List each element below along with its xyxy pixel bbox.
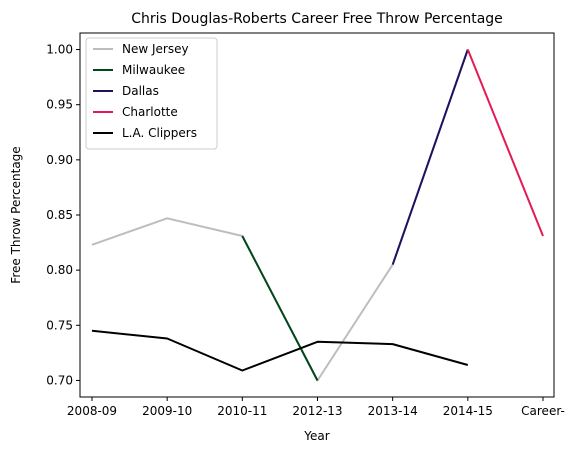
- x-tick-label: 2008-09: [67, 404, 117, 418]
- x-axis: 2008-09 2009-10 2010-11 2012-13 2013-14 2014-…: [67, 397, 565, 418]
- series-line-milwaukee: [241, 235, 319, 381]
- x-tick-label: 2010-11: [217, 404, 267, 418]
- chart-title: Chris Douglas-Roberts Career Free Throw …: [131, 11, 503, 27]
- y-tick-label: 1.00: [46, 43, 73, 57]
- y-tick-label: 0.90: [46, 153, 73, 167]
- x-axis-label: Year: [303, 429, 329, 443]
- y-tick-label: 0.75: [46, 318, 73, 332]
- x-tick-label: 2012-13: [292, 404, 342, 418]
- plot-frame: [79, 32, 555, 398]
- series-line-l-a-clippers: [91, 329, 469, 372]
- x-tick-label: 2013-14: [368, 404, 418, 418]
- legend: New Jersey Milwaukee Dallas Charlotte L.A. C…: [85, 37, 218, 150]
- legend-label-new-jersey: New Jersey: [122, 42, 189, 56]
- y-axis-label: Free Throw Percentage: [9, 146, 23, 283]
- plot-lines: [91, 49, 544, 382]
- legend-label-charlotte: Charlotte: [122, 105, 178, 119]
- series-line-dallas: [391, 49, 469, 265]
- y-axis: 0.70 0.75 0.80 0.85 0.90 0.95 1.00: [46, 43, 80, 387]
- y-tick-label: 0.70: [46, 373, 73, 387]
- x-tick-label: Career-: [521, 404, 565, 418]
- series-line-charlotte: [466, 49, 544, 237]
- y-tick-label: 0.80: [46, 263, 73, 277]
- y-tick-label: 0.85: [46, 208, 73, 222]
- y-tick-label: 0.95: [46, 98, 73, 112]
- legend-label-l-a-clippers: L.A. Clippers: [122, 126, 197, 140]
- legend-label-dallas: Dallas: [122, 84, 159, 98]
- x-tick-label: 2014-15: [443, 404, 493, 418]
- legend-box: [85, 37, 218, 150]
- x-tick-label: 2009-10: [142, 404, 192, 418]
- legend-label-milwaukee: Milwaukee: [122, 63, 185, 77]
